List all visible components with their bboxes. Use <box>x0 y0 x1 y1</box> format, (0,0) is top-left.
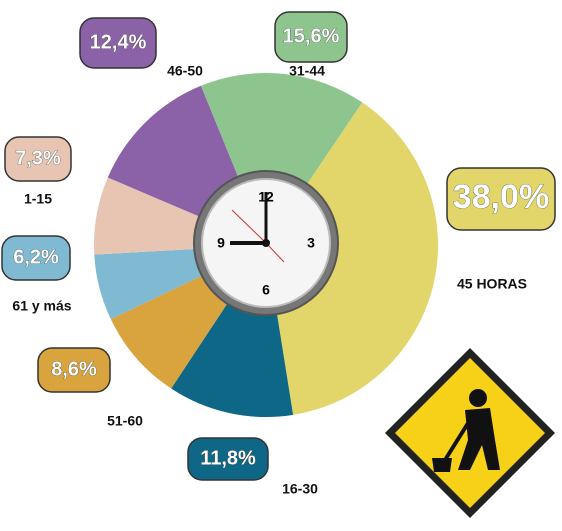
category-label: 61 y más <box>12 298 71 314</box>
category-label: 51-60 <box>107 413 143 429</box>
value-label: 15,6% <box>283 25 340 47</box>
category-label: 46-50 <box>167 63 203 79</box>
value-label: 7,3% <box>15 147 61 169</box>
labels: 38,0% 45 HORAS 11,8% 16-30 8,6% 51-60 6,2% 61 y… <box>1 11 556 497</box>
label-bubble <box>37 347 111 393</box>
label-bubble <box>446 167 556 231</box>
value-label: 6,2% <box>13 246 59 268</box>
label-bubble <box>187 437 269 481</box>
category-label: 16-30 <box>282 481 318 497</box>
label-bubble <box>4 136 72 182</box>
value-label: 8,6% <box>51 358 97 380</box>
label-bubble <box>79 17 157 69</box>
category-label: 1-15 <box>24 191 52 207</box>
label-bubble <box>274 11 348 63</box>
category-label: 31-44 <box>289 63 325 79</box>
value-label: 38,0% <box>453 178 549 216</box>
value-label: 12,4% <box>90 31 147 53</box>
svg-text:3: 3 <box>307 235 315 251</box>
slice <box>266 102 438 415</box>
value-label: 11,8% <box>200 447 256 469</box>
slice <box>200 73 363 246</box>
category-label: 45 HORAS <box>457 276 527 292</box>
clock: 12 3 6 9 <box>193 170 339 316</box>
svg-text:9: 9 <box>217 235 225 251</box>
svg-text:6: 6 <box>262 282 270 298</box>
label-bubble <box>1 235 71 281</box>
road-work-sign <box>385 348 555 518</box>
